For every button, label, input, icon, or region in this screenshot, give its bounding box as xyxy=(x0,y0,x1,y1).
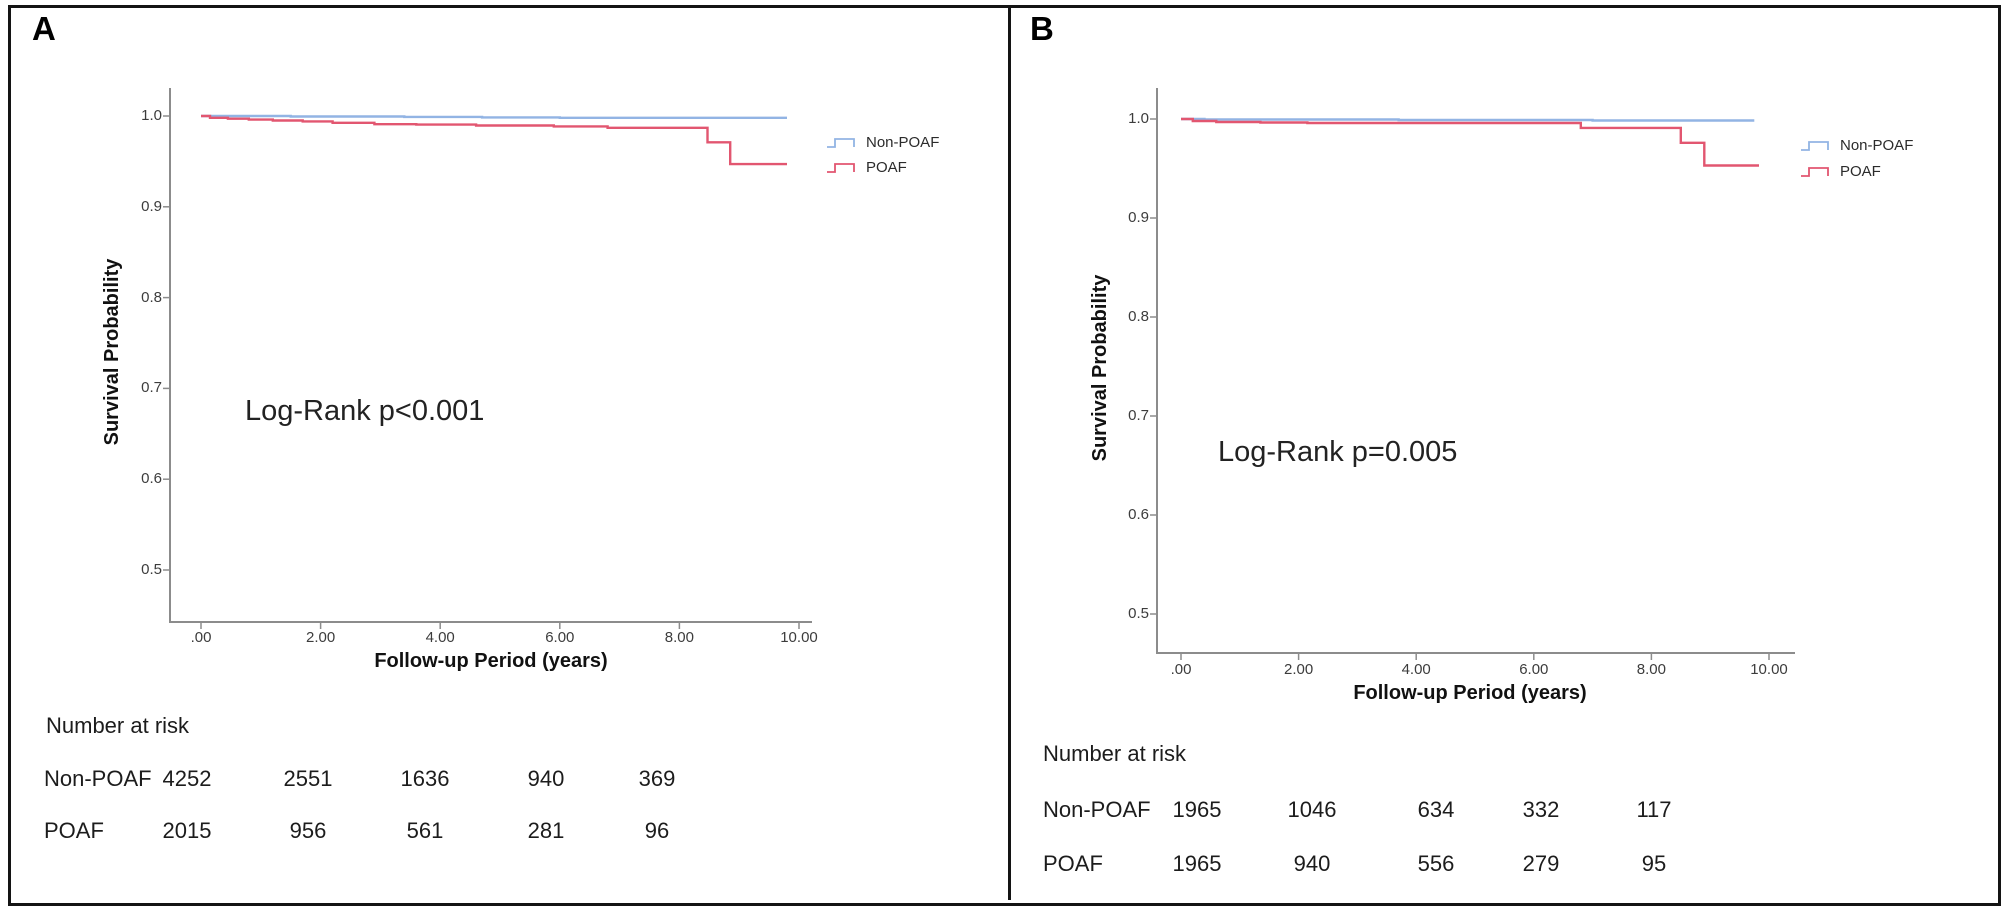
panel-b-x-tick-label: 6.00 xyxy=(1519,661,1549,678)
panel-a-x-tick-label: 8.00 xyxy=(664,629,694,646)
legend-step-icon xyxy=(1801,141,1829,151)
panel-b-risk-count: 95 xyxy=(1641,851,1667,876)
panel-a-curve-non-poaf xyxy=(201,114,787,119)
panel-a-risk-count: 96 xyxy=(644,818,670,843)
panel-b-legend-item: POAF xyxy=(1800,162,1881,182)
panel-a-risk-count: 940 xyxy=(527,766,565,791)
panel-b-x-tick-label: .00 xyxy=(1170,661,1192,678)
panel-a-logrank-annotation: Log-Rank p<0.001 xyxy=(245,395,485,427)
legend-label: POAF xyxy=(866,159,907,176)
panel-b-risk-row-label: Non-POAF xyxy=(1043,797,1151,822)
panel-a-x-tick-label: 6.00 xyxy=(545,629,575,646)
panel-b-x-axis-title: Follow-up Period (years) xyxy=(1353,682,1587,704)
panel-a-risk-row-label: POAF xyxy=(44,818,104,843)
panel-a-label: A xyxy=(32,10,56,47)
panel-a-risk-count: 369 xyxy=(638,766,676,791)
panel-b-y-tick-label: 0.6 xyxy=(1128,506,1149,523)
legend-step-icon xyxy=(1801,167,1829,177)
panel-b-risk-count: 556 xyxy=(1417,851,1455,876)
panel-b-label: B xyxy=(1030,10,1054,47)
panel-a-risk-count: 4252 xyxy=(162,766,212,791)
panel-a-risk-count: 956 xyxy=(289,818,327,843)
panel-b-x-tick-label: 8.00 xyxy=(1636,661,1666,678)
panel-a-risk-count: 1636 xyxy=(400,766,450,791)
legend-label: POAF xyxy=(1840,163,1881,180)
panel-a-x-tick-label: 2.00 xyxy=(305,629,336,646)
panel-a-risk-count: 2015 xyxy=(162,818,212,843)
panel-b-y-tick-label: 0.9 xyxy=(1128,209,1149,226)
panel-b-x-tick-label: 2.00 xyxy=(1283,661,1314,678)
panel-a-curve-poaf xyxy=(201,114,787,166)
panel-a-axis-line xyxy=(169,88,812,623)
panel-b-y-tick-label: 0.7 xyxy=(1128,407,1149,424)
panel-b-risk-table-title: Number at risk xyxy=(1043,741,1187,766)
panel-b-risk-count: 1965 xyxy=(1172,851,1222,876)
panel-b-risk-count: 940 xyxy=(1293,851,1331,876)
panel-a-legend-item: POAF xyxy=(826,158,907,178)
panel-a-y-tick-label: 0.8 xyxy=(141,288,162,306)
panel-a-risk-count: 281 xyxy=(527,818,565,843)
legend-label: Non-POAF xyxy=(866,134,940,151)
panel-b-risk-count: 634 xyxy=(1417,797,1455,822)
panel-a-risk-row-label: Non-POAF xyxy=(44,766,152,791)
panel-a-legend-item: Non-POAF xyxy=(826,133,939,153)
panel-divider xyxy=(1008,5,1011,900)
legend-step-icon xyxy=(827,138,855,148)
panel-b-x-tick-label: 10.00 xyxy=(1750,661,1788,678)
panel-a-y-axis-title: Survival Probability xyxy=(101,258,123,446)
panel-a-risk-count: 561 xyxy=(406,818,444,843)
panel-b-risk-row-label: POAF xyxy=(1043,851,1103,876)
panel-b-y-tick-label: 0.8 xyxy=(1128,308,1149,325)
panel-b-risk-count: 279 xyxy=(1522,851,1560,876)
legend-step-icon xyxy=(827,163,855,173)
panel-b-risk-count: 117 xyxy=(1636,797,1672,822)
panel-a-x-tick-label: 4.00 xyxy=(425,629,455,646)
panel-b-risk-count: 1965 xyxy=(1172,797,1222,822)
panel-b-x-tick-label: 4.00 xyxy=(1401,661,1431,678)
panel-b-risk-count: 1046 xyxy=(1287,797,1337,822)
panel-a-y-tick-label: 1.0 xyxy=(141,107,162,124)
panel-b-legend-item: Non-POAF xyxy=(1800,136,1913,156)
panel-a-y-tick-label: 0.6 xyxy=(141,470,162,488)
panel-a-risk-count: 2551 xyxy=(283,766,333,791)
panel-a-y-tick-label: 0.7 xyxy=(141,379,162,397)
panel-b-axis-line xyxy=(1156,88,1795,654)
panel-a-y-tick-label: 0.9 xyxy=(141,197,162,215)
panel-b-risk-count: 332 xyxy=(1522,797,1560,822)
panel-b-curve-non-poaf xyxy=(1181,117,1755,122)
panel-a-x-tick-label: .00 xyxy=(190,629,212,646)
panel-a-y-tick-label: 0.5 xyxy=(141,561,162,578)
panel-a-x-axis-title: Follow-up Period (years) xyxy=(374,650,608,672)
panel-b-y-axis-title: Survival Probability xyxy=(1089,274,1111,462)
panel-b-y-tick-label: 0.5 xyxy=(1128,605,1149,622)
figure-border xyxy=(8,5,2001,906)
panel-b-logrank-annotation: Log-Rank p=0.005 xyxy=(1218,436,1458,468)
panel-b-y-tick-label: 1.0 xyxy=(1128,110,1149,127)
panel-b-curve-poaf xyxy=(1181,117,1759,167)
legend-label: Non-POAF xyxy=(1840,137,1914,154)
panel-a-risk-table-title: Number at risk xyxy=(46,713,190,738)
panel-a-x-tick-label: 10.00 xyxy=(780,629,818,646)
